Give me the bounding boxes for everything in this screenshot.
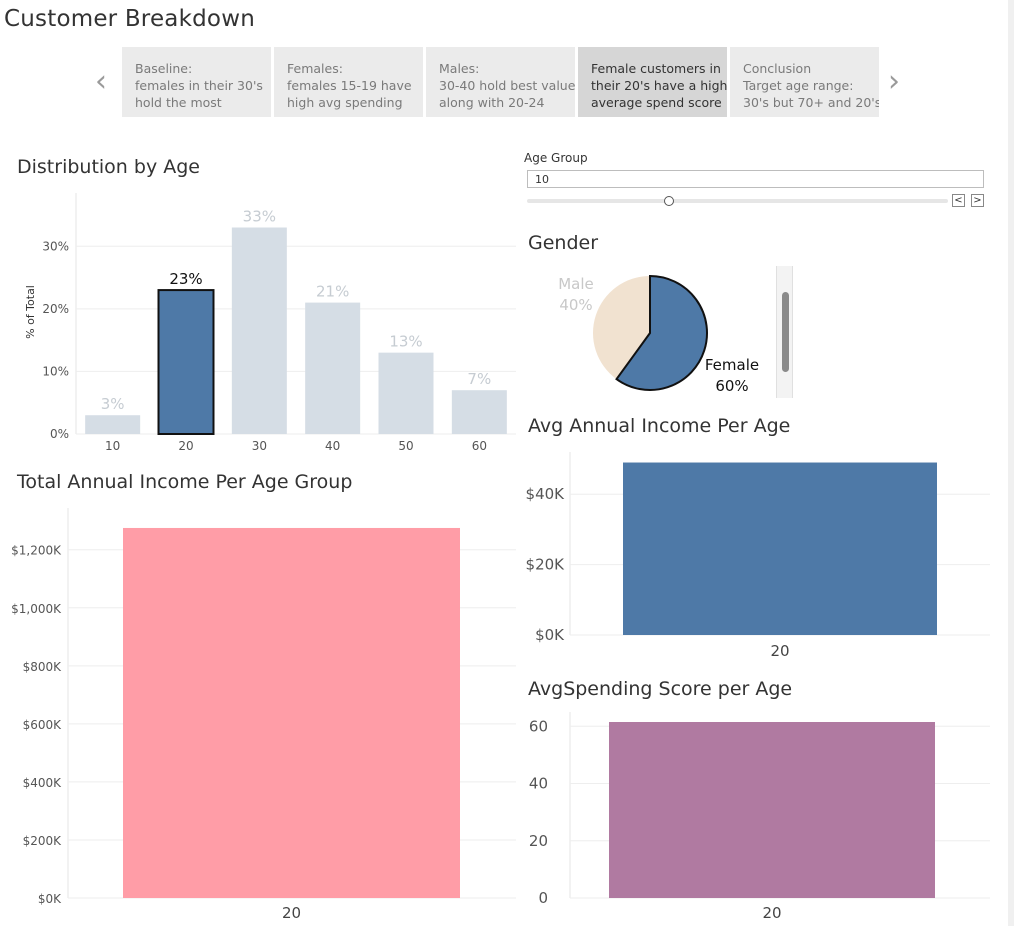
x-tick-label: 20 xyxy=(762,904,781,922)
total-income-title: Total Annual Income Per Age Group xyxy=(17,471,353,493)
age-group-prev-button[interactable]: < xyxy=(952,194,965,207)
story-point-line: Males: xyxy=(439,61,480,76)
y-tick-label: 60 xyxy=(529,717,548,735)
bar xyxy=(305,302,361,434)
age-group-value-input[interactable]: 10 xyxy=(527,170,984,188)
data-label: 3% xyxy=(101,395,125,413)
x-tick-label: 40 xyxy=(325,439,340,453)
pie-label: Male xyxy=(558,275,594,293)
y-tick-label: $800K xyxy=(23,660,63,674)
y-tick-label: 20% xyxy=(42,302,69,316)
story-point-3[interactable]: Males: 30-40 hold best value along with … xyxy=(426,47,575,117)
story-point-5[interactable]: Conclusion Target age range: 30's but 70… xyxy=(730,47,879,117)
x-tick-label: 30 xyxy=(252,439,267,453)
age-group-next-button[interactable]: > xyxy=(971,194,984,207)
distribution-chart: 0% 10% 20% 30% % of Total 3% 10 23% 20 33% 30 21% 40… xyxy=(24,193,516,453)
bar xyxy=(623,462,937,635)
story-point-line: females 15-19 have xyxy=(287,78,412,93)
age-group-filter-label: Age Group xyxy=(524,151,588,165)
gender-title: Gender xyxy=(528,232,599,254)
avg-income-chart: $0K $20K $40K 20 xyxy=(526,452,990,660)
bar xyxy=(451,390,507,434)
chevron-right-icon[interactable]: › xyxy=(888,64,900,99)
y-tick-label: $600K xyxy=(23,718,63,732)
story-point-line: average spend score xyxy=(591,95,722,110)
story-point-line: high avg spending xyxy=(287,95,403,110)
x-tick-label: 60 xyxy=(472,439,487,453)
age-group-slider-handle[interactable] xyxy=(664,196,674,206)
pie-slice xyxy=(593,276,650,380)
y-tick-label: $40K xyxy=(526,485,566,503)
story-point-line: hold the most xyxy=(135,95,222,110)
data-label: 33% xyxy=(243,208,276,226)
y-tick-label: $20K xyxy=(526,556,566,574)
story-point-4-active[interactable]: Female customers in their 20's have a hi… xyxy=(578,47,727,117)
story-point-line: 30-40 hold best value xyxy=(439,78,575,93)
story-point-line: Female customers in xyxy=(591,61,721,76)
bar xyxy=(157,289,215,436)
bar xyxy=(609,722,935,898)
story-point-line: females in their 30's xyxy=(135,78,263,93)
y-tick-label: 10% xyxy=(42,364,69,378)
total-income-chart: $0K $200K $400K $600K $800K $1,000K $1,200K 20 xyxy=(11,508,516,922)
bar xyxy=(123,527,460,898)
pie-slice xyxy=(615,274,708,391)
x-tick-label: 10 xyxy=(105,439,120,453)
gender-pie-chart: Male 40% Female 60% xyxy=(558,274,759,395)
story-point-2[interactable]: Females: females 15-19 have high avg spe… xyxy=(274,47,423,117)
y-tick-label: 40 xyxy=(529,775,548,793)
story-point-line: along with 20-24 xyxy=(439,95,545,110)
data-label: 21% xyxy=(316,283,349,301)
y-tick-label: $1,200K xyxy=(11,544,62,558)
avg-income-title: Avg Annual Income Per Age xyxy=(528,415,791,437)
y-tick-label: $0K xyxy=(535,626,565,644)
story-point-line: 30's but 70+ and 20's xyxy=(743,95,879,110)
bar xyxy=(85,415,141,434)
avg-spend-title: AvgSpending Score per Age xyxy=(528,678,793,700)
story-point-line: Target age range: xyxy=(743,78,854,93)
data-label: 7% xyxy=(467,370,491,388)
y-tick-label: 0 xyxy=(538,889,548,907)
story-point-line: Conclusion xyxy=(743,61,812,76)
pie-label: 60% xyxy=(715,377,748,395)
distribution-title: Distribution by Age xyxy=(17,156,200,178)
y-tick-label: $1,000K xyxy=(11,602,62,616)
data-label: 23% xyxy=(169,270,202,288)
x-tick-label: 20 xyxy=(770,642,789,660)
pie-label: Female xyxy=(705,356,759,374)
y-tick-label: $0K xyxy=(38,892,62,906)
avg-spend-chart: 0 20 40 60 20 xyxy=(529,712,990,922)
chevron-left-icon[interactable]: ‹ xyxy=(95,64,107,99)
y-tick-label: $200K xyxy=(23,834,63,848)
y-tick-label: 0% xyxy=(50,427,69,441)
pie-label: 40% xyxy=(559,296,592,314)
bar xyxy=(378,352,434,434)
story-point-line: Baseline: xyxy=(135,61,193,76)
story-point-line: their 20's have a high xyxy=(591,78,727,93)
x-tick-label: 50 xyxy=(398,439,413,453)
gender-scrollbar-thumb[interactable] xyxy=(782,292,789,372)
x-tick-label: 20 xyxy=(282,904,301,922)
x-tick-label: 20 xyxy=(178,439,193,453)
y-tick-label: 20 xyxy=(529,832,548,850)
data-label: 13% xyxy=(389,333,422,351)
story-point-line: Females: xyxy=(287,61,343,76)
y-axis-title: % of Total xyxy=(24,285,37,339)
page-scrollbar[interactable] xyxy=(1008,0,1014,926)
y-tick-label: 30% xyxy=(42,239,69,253)
y-tick-label: $400K xyxy=(23,776,63,790)
story-point-1[interactable]: Baseline: females in their 30's hold the… xyxy=(122,47,271,117)
page-title: Customer Breakdown xyxy=(4,6,255,32)
age-group-slider-track[interactable] xyxy=(527,199,948,203)
bar xyxy=(231,227,287,434)
